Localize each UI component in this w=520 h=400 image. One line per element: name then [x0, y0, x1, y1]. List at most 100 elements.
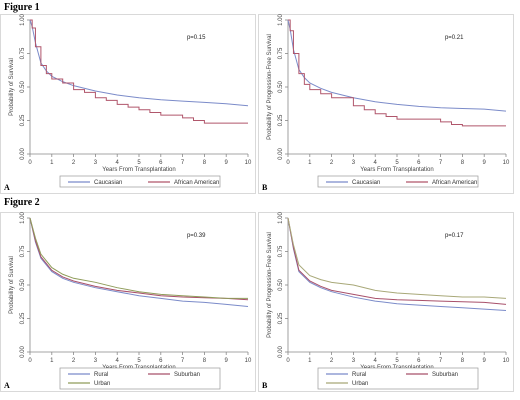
- x-tick-label: 0: [28, 358, 32, 364]
- series-line-1: [287, 217, 507, 305]
- legend-entry: Caucasian: [94, 180, 122, 186]
- x-tick-label: 7: [181, 358, 185, 364]
- x-tick-label: 5: [137, 160, 141, 166]
- x-tick-label: 7: [181, 160, 185, 166]
- x-tick-label: 6: [159, 160, 163, 166]
- x-tick-label: 1: [308, 358, 312, 364]
- x-tick-label: 5: [137, 358, 141, 364]
- y-tick-label: 1.00: [278, 212, 284, 224]
- y-tick-label: 0.00: [20, 346, 26, 358]
- series-line-0: [287, 19, 507, 112]
- series-line-0: [29, 217, 249, 307]
- y-tick-label: 0.75: [278, 47, 284, 59]
- legend-entry: Urban: [352, 381, 368, 387]
- legend-entry: Suburban: [174, 372, 200, 378]
- series-line-0: [29, 19, 249, 107]
- y-tick-label: 0.25: [278, 114, 284, 126]
- y-tick-label: 0.50: [278, 279, 284, 291]
- y-axis-label: Probability of Survival: [9, 256, 15, 314]
- x-tick-label: 3: [94, 160, 98, 166]
- x-tick-label: 0: [286, 160, 290, 166]
- x-tick-label: 4: [374, 358, 378, 364]
- panel-frame: [0, 212, 256, 392]
- panel-letter: B: [262, 381, 268, 390]
- p-value-annotation: p=0.39: [187, 233, 206, 239]
- x-tick-label: 10: [245, 358, 252, 364]
- x-axis-label: Years From Transplantation: [102, 167, 175, 173]
- y-tick-label: 1.00: [278, 14, 284, 26]
- x-tick-label: 10: [245, 160, 252, 166]
- x-tick-label: 2: [72, 358, 76, 364]
- x-tick-label: 3: [352, 160, 356, 166]
- y-tick-label: 0.50: [20, 279, 26, 291]
- y-axis-label: Probability of Survival: [9, 58, 15, 116]
- series-line-2: [29, 217, 248, 299]
- x-tick-label: 1: [50, 358, 54, 364]
- x-tick-label: 6: [417, 160, 421, 166]
- x-tick-label: 3: [352, 358, 356, 364]
- x-axis-label: Years From Transplantation: [360, 167, 433, 173]
- x-tick-label: 2: [330, 160, 334, 166]
- legend-entry: African American: [432, 180, 477, 186]
- x-tick-label: 4: [116, 160, 120, 166]
- y-tick-label: 0.00: [20, 148, 26, 160]
- x-tick-label: 6: [159, 358, 163, 364]
- x-tick-label: 5: [395, 160, 399, 166]
- legend-entry: Rural: [94, 372, 108, 378]
- x-tick-label: 10: [503, 160, 510, 166]
- x-tick-label: 8: [203, 358, 207, 364]
- series-line-0: [287, 217, 507, 311]
- series-line-1: [29, 217, 249, 301]
- x-tick-label: 9: [225, 160, 229, 166]
- legend-entry: Urban: [94, 381, 110, 387]
- figure-1-heading: Figure 1: [4, 2, 40, 13]
- panel-letter: B: [262, 183, 268, 192]
- legend-box: [317, 367, 479, 390]
- legend-box: [59, 175, 221, 188]
- figure-1-panel-b-chart: 0.00 0.25 0.50 0.75 1.00 0 1 2 3 4 5 6 7 8 9 10 Years Fr…: [258, 14, 514, 194]
- legend-entry: Caucasian: [352, 180, 380, 186]
- legend-entry: Rural: [352, 372, 366, 378]
- y-tick-label: 0.25: [20, 312, 26, 324]
- x-tick-label: 3: [94, 358, 98, 364]
- figure-1-panel-a-chart: 0.00 0.25 0.50 0.75 1.00 0 1 2 3 4 5 6 7 8 9 10 Years Fr…: [0, 14, 256, 194]
- x-tick-label: 2: [72, 160, 76, 166]
- panel-letter: A: [4, 381, 10, 390]
- x-tick-label: 8: [461, 160, 465, 166]
- figure-2-heading: Figure 2: [4, 197, 40, 208]
- x-tick-label: 10: [503, 358, 510, 364]
- y-tick-label: 0.75: [20, 47, 26, 59]
- x-tick-label: 6: [417, 358, 421, 364]
- x-tick-label: 7: [439, 160, 443, 166]
- series-line-2: [287, 217, 507, 299]
- p-value-annotation: p=0.15: [187, 35, 206, 41]
- x-tick-label: 7: [439, 358, 443, 364]
- y-tick-label: 0.50: [278, 81, 284, 93]
- y-axis-label: Probability of Progression-Free Survival: [267, 34, 273, 140]
- x-tick-label: 0: [28, 160, 32, 166]
- x-tick-label: 2: [330, 358, 334, 364]
- x-tick-label: 5: [395, 358, 399, 364]
- x-tick-label: 4: [374, 160, 378, 166]
- legend-entry: Suburban: [432, 372, 458, 378]
- y-tick-label: 0.50: [20, 81, 26, 93]
- x-tick-label: 9: [483, 160, 487, 166]
- y-tick-label: 0.25: [278, 312, 284, 324]
- y-tick-label: 0.75: [20, 245, 26, 257]
- x-tick-label: 4: [116, 358, 120, 364]
- legend-box: [59, 367, 221, 390]
- x-tick-label: 1: [308, 160, 312, 166]
- y-tick-label: 0.75: [278, 245, 284, 257]
- x-tick-label: 8: [203, 160, 207, 166]
- p-value-annotation: p=0.17: [445, 233, 464, 239]
- y-tick-label: 0.00: [278, 346, 284, 358]
- x-tick-label: 9: [225, 358, 229, 364]
- x-tick-label: 8: [461, 358, 465, 364]
- panel-letter: A: [4, 183, 10, 192]
- x-tick-label: 1: [50, 160, 54, 166]
- x-tick-label: 9: [483, 358, 487, 364]
- p-value-annotation: p=0.21: [445, 35, 464, 41]
- y-tick-label: 0.00: [278, 148, 284, 160]
